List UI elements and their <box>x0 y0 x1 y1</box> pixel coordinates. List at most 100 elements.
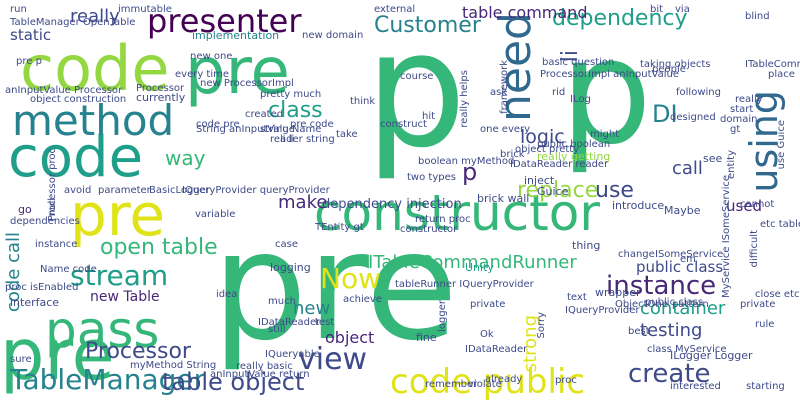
word-47: new Table <box>90 289 160 305</box>
word-92: achieve <box>343 294 382 305</box>
word-3: p <box>365 0 467 183</box>
word-59: boolean myMethod <box>418 156 515 167</box>
word-122: new ProcessorImpl <box>200 78 294 89</box>
word-78: proc isEnabled <box>5 282 79 293</box>
word-27: call <box>672 158 703 179</box>
word-104: hit <box>422 111 436 122</box>
word-107: new domain <box>302 30 364 41</box>
word-11: constructor <box>314 184 600 242</box>
word-145: return proc <box>415 214 471 225</box>
word-10: pass <box>45 301 160 359</box>
word-28: use <box>595 178 634 203</box>
word-106: basic question <box>542 57 615 68</box>
word-175: gt <box>730 124 741 135</box>
word-151: entity <box>726 150 737 180</box>
word-7: pre <box>185 35 290 109</box>
word-36: p <box>462 158 478 186</box>
word-25: logic <box>520 126 565 148</box>
word-139: class MyService <box>647 344 727 355</box>
word-133: external <box>374 4 416 15</box>
word-60: public boolean <box>537 139 611 150</box>
word-130: bit <box>650 4 664 15</box>
word-31: dependency <box>552 6 688 31</box>
word-156: cannot <box>740 199 775 210</box>
word-56: inject <box>524 174 555 187</box>
word-93: Ok <box>480 329 494 340</box>
word-171: ITableCommandRunner <box>745 59 800 70</box>
word-100: construct <box>380 119 427 130</box>
word-69: parameter <box>98 185 151 196</box>
word-117: pre code <box>290 119 334 130</box>
word-115: code pre <box>196 119 240 130</box>
word-170: TableManager OpenTable <box>10 17 136 28</box>
word-63: really getting <box>537 150 611 163</box>
word-90: pattern <box>672 299 709 310</box>
word-166: close etc <box>755 289 800 300</box>
word-50: go <box>18 203 32 216</box>
word-26: DI <box>652 100 678 128</box>
word-80: still <box>268 324 286 335</box>
word-144: object pretty <box>515 144 580 155</box>
word-165: private <box>740 299 776 310</box>
word-44: dependency injection <box>322 197 462 212</box>
word-131: immutable <box>118 4 172 15</box>
word-76: interface <box>10 296 60 309</box>
word-103: ask <box>490 87 508 98</box>
word-81: much <box>268 296 296 307</box>
word-159: instance <box>35 239 78 250</box>
word-164: ObjectOne <box>615 299 668 310</box>
word-111: take <box>336 129 358 140</box>
word-35: way <box>165 146 206 170</box>
word-94: logger <box>437 300 448 332</box>
word-41: testing <box>640 320 703 341</box>
word-20: table object <box>162 368 305 396</box>
word-17: stream <box>70 259 169 292</box>
word-158: change <box>618 249 655 260</box>
word-95: public class <box>645 297 704 308</box>
word-88: Sorry <box>536 312 547 339</box>
word-75: sure <box>10 354 32 365</box>
word-132: really helps <box>459 70 470 128</box>
word-83: remember <box>425 379 478 390</box>
word-52: implementation <box>192 29 280 42</box>
word-102: rid <box>552 87 566 98</box>
word-127: one every <box>480 124 531 135</box>
word-45: ITableCommandRunner <box>368 252 577 273</box>
word-5: code <box>20 32 170 105</box>
word-18: TableManager <box>10 363 206 396</box>
word-97: following <box>676 87 721 98</box>
word-161: Name code <box>40 264 97 275</box>
word-154: rule <box>755 319 775 330</box>
word-84: really basic <box>236 361 293 372</box>
word-112: think <box>350 96 376 107</box>
word-109: Processor <box>136 83 185 94</box>
word-136: IDataReader <box>258 317 321 328</box>
word-177: taking objects <box>640 59 711 70</box>
word-74: wrapper <box>595 286 641 299</box>
word-22: create <box>628 359 711 389</box>
word-70: avoid <box>64 185 92 196</box>
word-155: place <box>768 69 795 80</box>
word-67: BasicLogger <box>149 185 210 196</box>
word-168: proc <box>555 375 577 386</box>
word-9: method <box>12 96 175 145</box>
word-157: em <box>680 254 696 265</box>
word-2: pre <box>0 314 115 396</box>
word-176: etc tables <box>760 219 800 230</box>
word-82: idea <box>216 289 238 300</box>
word-23: open table <box>100 235 218 260</box>
word-99: might <box>590 129 620 140</box>
word-85: myMethod String <box>130 360 217 371</box>
word-141: ISomeService <box>655 249 724 260</box>
word-79: test <box>315 317 335 328</box>
word-58: brick wall <box>477 192 530 205</box>
word-62: ILogger Logger <box>670 349 753 362</box>
word-55: fine <box>416 331 437 344</box>
word-163: already <box>485 374 523 385</box>
word-173: start <box>730 104 754 115</box>
word-121: anInputValue Processor <box>5 85 123 96</box>
word-123: pretty much <box>260 89 322 100</box>
word-66: IQueryProvider queryProvider <box>182 185 330 196</box>
word-30: Customer <box>374 13 481 38</box>
